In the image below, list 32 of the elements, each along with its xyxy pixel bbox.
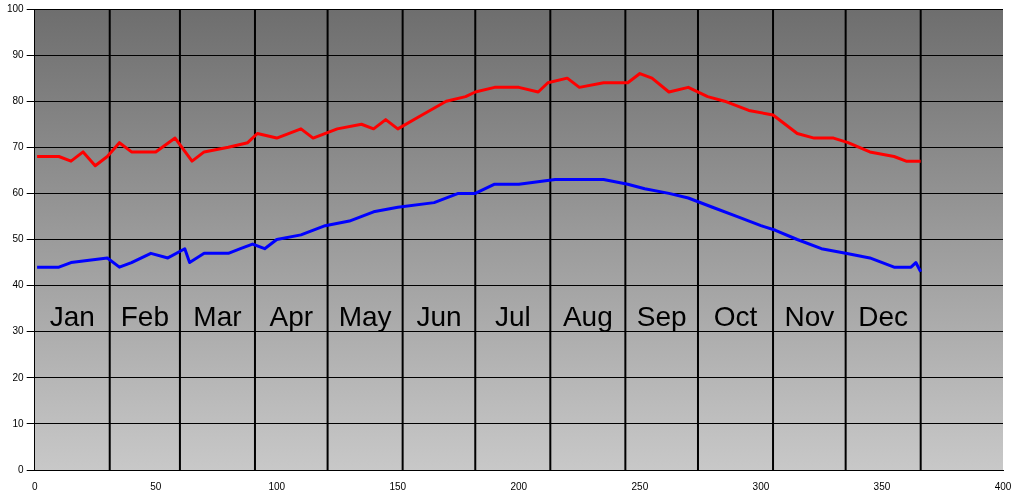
x-tick-label: 200 — [510, 480, 528, 492]
x-tick-label: 350 — [873, 480, 891, 492]
annotation: Sep — [636, 300, 687, 332]
y-tick-label: 70 — [12, 141, 25, 153]
x-tick-label: 50 — [150, 480, 162, 492]
x-tick-label: 300 — [752, 480, 770, 492]
y-tick-label: 40 — [12, 279, 25, 291]
annotation: Feb — [120, 300, 169, 332]
y-tick-label: 30 — [12, 325, 25, 337]
x-tick-label: 100 — [268, 480, 286, 492]
annotation: Apr — [269, 300, 314, 332]
annotation: Jan — [49, 300, 95, 332]
x-tick-label: 0 — [31, 480, 38, 492]
y-tick-label: 50 — [12, 233, 25, 245]
annotation: Dec — [858, 300, 909, 332]
y-tick-label: 20 — [12, 371, 25, 383]
x-tick-label: 250 — [631, 480, 649, 492]
y-tick-label: 80 — [12, 94, 25, 106]
annotation: Mar — [193, 300, 242, 332]
annotation: Nov — [784, 300, 835, 332]
x-tick-label: 400 — [994, 480, 1012, 492]
annotation: Aug — [562, 300, 613, 332]
x-tick-label: 150 — [389, 480, 407, 492]
annotation: May — [338, 300, 392, 332]
annotation: Jun — [416, 300, 462, 332]
y-tick-label: 100 — [7, 2, 25, 14]
y-tick-label: 90 — [12, 48, 25, 60]
annotation: Jul — [494, 300, 531, 332]
y-tick-label: 0 — [18, 463, 25, 475]
y-tick-label: 10 — [12, 417, 25, 429]
y-tick-label: 60 — [12, 187, 25, 199]
annotation: Oct — [713, 300, 758, 332]
